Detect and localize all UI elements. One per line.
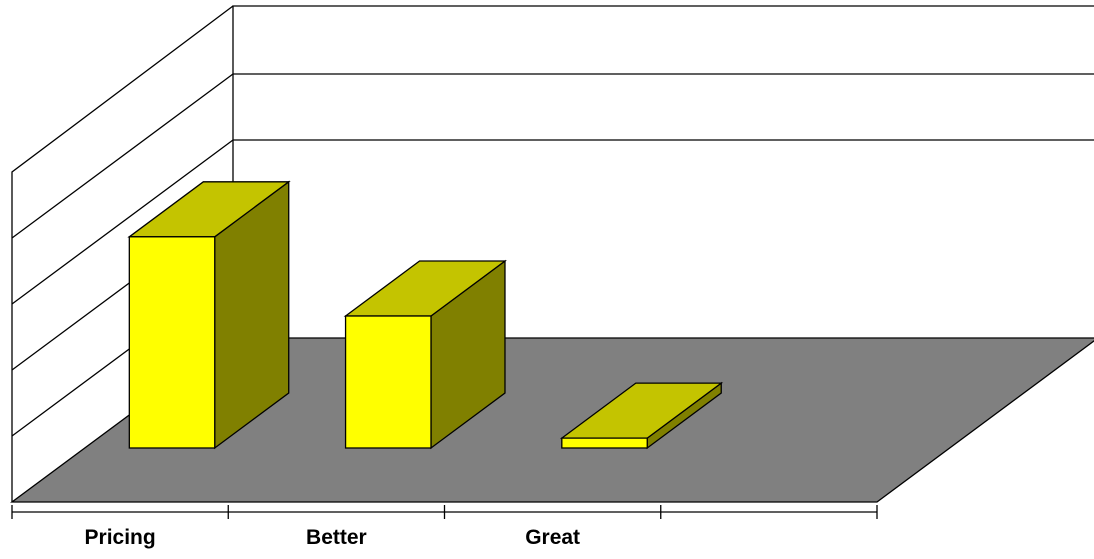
chart-bars	[127, 180, 724, 450]
chart-x-axis	[11, 505, 878, 519]
bar	[559, 381, 724, 450]
gridline-side	[11, 73, 234, 239]
gridline-side	[11, 139, 234, 305]
bar-front-face	[344, 315, 432, 449]
left-wall-edge	[11, 5, 234, 502]
bar-front-face	[128, 236, 216, 449]
x-tick-label: Great	[525, 526, 580, 549]
back-wall-edge	[232, 5, 1094, 338]
chart-category-labels: Pricing Better Great	[85, 526, 581, 549]
bar	[343, 259, 507, 450]
bar-front-face	[561, 437, 648, 449]
x-tick-label: Better	[306, 526, 367, 549]
bar	[127, 180, 291, 450]
x-tick-label: Pricing	[85, 526, 156, 549]
